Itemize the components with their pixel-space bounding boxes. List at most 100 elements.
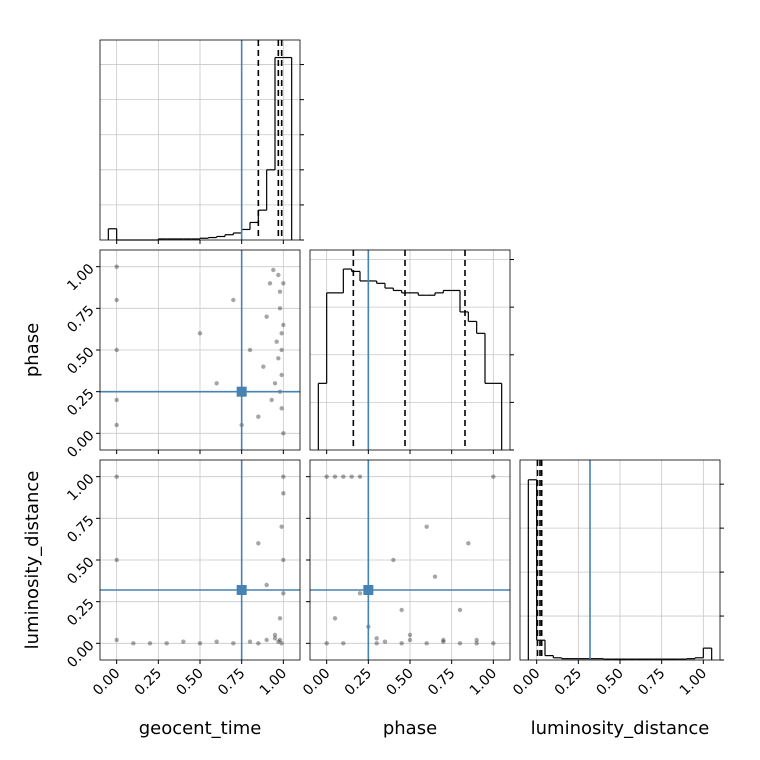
sample-point <box>114 557 119 563</box>
sample-point <box>181 639 186 644</box>
sample-point <box>399 641 404 646</box>
sample-point <box>256 641 261 646</box>
sample-point <box>281 491 286 496</box>
truth-marker <box>236 386 247 397</box>
sample-point <box>374 641 379 646</box>
y-tick-label: 0.50 <box>64 554 97 587</box>
sample-point <box>247 639 253 644</box>
sample-point <box>264 637 269 643</box>
sample-point <box>247 347 253 353</box>
x-tick-label: 0.75 <box>635 666 668 699</box>
sample-point <box>424 641 429 646</box>
sample-point <box>214 381 219 386</box>
sample-point <box>281 431 286 436</box>
sample-point <box>231 297 236 303</box>
sample-point <box>276 639 281 644</box>
sample-point <box>391 557 396 563</box>
sample-point <box>276 356 281 361</box>
sample-point <box>441 639 446 644</box>
sample-point <box>332 474 338 479</box>
x-tick-label: 0.00 <box>90 666 123 699</box>
sample-point <box>114 397 119 403</box>
sample-point <box>441 637 446 643</box>
x-axis-label: phase <box>383 718 437 739</box>
x-axis-label: geocent_time <box>139 718 262 739</box>
sample-point <box>276 272 281 278</box>
sample-point <box>274 339 279 344</box>
sample-point <box>261 364 266 369</box>
truth-marker <box>236 585 247 595</box>
y-axis-label: phase <box>22 323 43 377</box>
panel-frame <box>99 459 301 661</box>
x-tick-label: 0.25 <box>132 666 165 699</box>
x-tick-label: 0.25 <box>342 666 375 699</box>
sample-point <box>432 574 438 579</box>
sample-point <box>341 641 346 646</box>
y-tick-label: 1.00 <box>64 261 97 294</box>
sample-point <box>264 314 269 319</box>
sample-point <box>332 616 338 621</box>
sample-point <box>281 591 286 596</box>
sample-point <box>279 372 284 378</box>
x-tick-label: 0.50 <box>173 666 206 699</box>
sample-point <box>214 639 219 644</box>
x-tick-label: 0.00 <box>300 666 333 699</box>
sample-point <box>424 524 429 529</box>
sample-point <box>279 347 284 353</box>
sample-point <box>277 289 283 294</box>
sample-point <box>197 641 203 646</box>
sample-point <box>272 632 278 638</box>
sample-point <box>114 474 119 479</box>
sample-point <box>281 557 286 563</box>
x-axis-label: luminosity_distance <box>531 718 710 739</box>
sample-point <box>357 474 363 479</box>
sample-point <box>457 607 463 613</box>
sample-point <box>324 474 329 479</box>
y-tick-label: 0.00 <box>64 428 97 461</box>
sample-point <box>281 322 286 328</box>
y-tick-label: 0.75 <box>64 303 97 336</box>
sample-point <box>264 582 269 588</box>
sample-point <box>277 306 283 311</box>
x-tick-label: 0.50 <box>383 666 416 699</box>
sample-point <box>349 474 354 479</box>
y-tick-label: 0.50 <box>64 344 97 377</box>
y-tick-label: 0.75 <box>64 513 97 546</box>
sample-point <box>272 381 278 386</box>
y-tick-label: 1.00 <box>64 471 97 504</box>
sample-point <box>281 474 286 479</box>
sample-point <box>272 636 278 641</box>
y-axis-label: luminosity_distance <box>22 471 43 650</box>
sample-point <box>474 637 479 643</box>
sample-point <box>114 347 119 353</box>
sample-point <box>491 474 496 479</box>
x-tick-label: 0.75 <box>215 666 248 699</box>
sample-point <box>267 281 273 286</box>
panel-frame <box>99 39 301 241</box>
sample-point <box>341 474 346 479</box>
y-tick-label: 0.25 <box>64 596 97 629</box>
truth-marker <box>363 585 374 595</box>
x-tick-label: 1.00 <box>467 666 500 699</box>
sample-point <box>474 641 479 646</box>
sample-point <box>269 397 274 403</box>
sample-point <box>399 607 404 613</box>
sample-point <box>407 637 413 643</box>
x-tick-label: 0.00 <box>510 666 543 699</box>
sample-point <box>466 541 471 546</box>
sample-point <box>256 541 261 546</box>
x-tick-label: 1.00 <box>257 666 290 699</box>
sample-point <box>277 616 283 621</box>
sample-point <box>357 591 363 596</box>
sample-point <box>279 331 284 336</box>
sample-point <box>231 641 236 646</box>
sample-point <box>324 641 329 646</box>
sample-point <box>491 641 496 646</box>
sample-point <box>114 422 119 428</box>
sample-point <box>407 632 413 638</box>
x-tick-label: 1.00 <box>677 666 710 699</box>
sample-point <box>277 637 283 643</box>
sample-point <box>147 641 153 646</box>
